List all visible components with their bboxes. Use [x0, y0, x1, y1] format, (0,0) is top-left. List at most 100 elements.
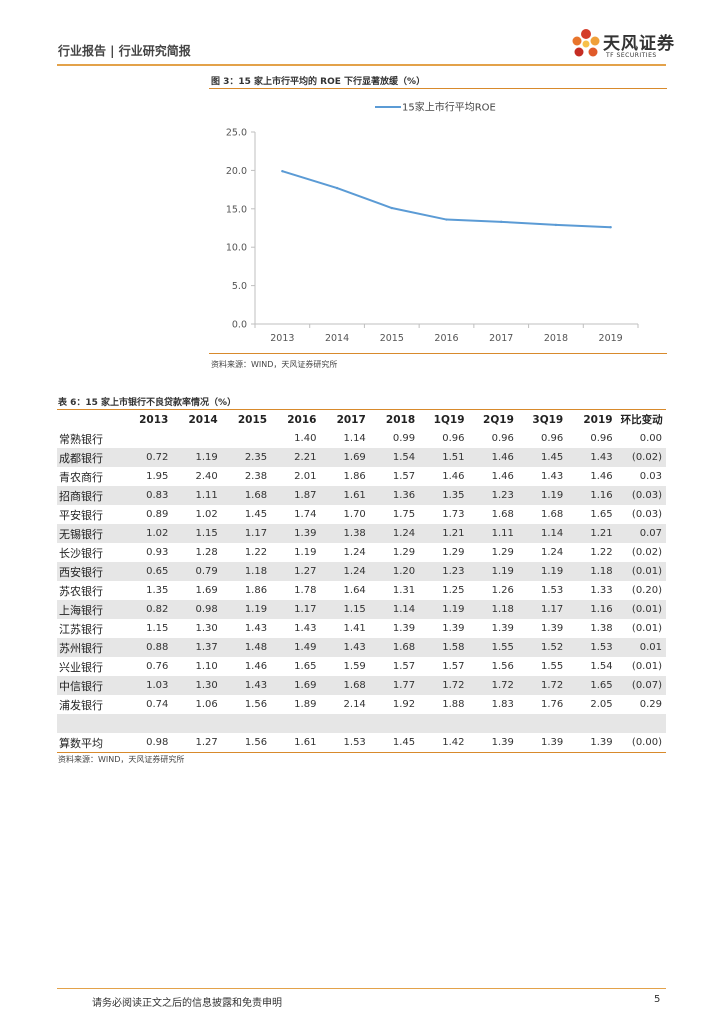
- footer-divider: [57, 988, 666, 989]
- value-cell: 1.46: [442, 471, 465, 482]
- value-cell: 1.33: [590, 585, 613, 596]
- y-tick-label: 10.0: [226, 243, 247, 254]
- value-cell: 1.38: [590, 623, 613, 634]
- value-cell: 1.38: [320, 524, 370, 543]
- table-row: 上海银行 0.82 0.98 1.19 1.17 1.15 1.14 1.19 1.18 1.17…: [57, 600, 666, 619]
- value-cell: 1.45: [244, 509, 268, 520]
- value-cell: 1.56: [491, 661, 514, 672]
- value-cell: 1.19: [517, 486, 568, 505]
- value-cell: 1.39: [517, 733, 568, 753]
- value-cell: 1.24: [369, 524, 420, 543]
- value-cell: 1.45: [517, 448, 568, 467]
- value-cell: 1.03: [123, 676, 173, 695]
- value-cell: 1.16: [567, 600, 617, 619]
- value-cell: 0.89: [146, 509, 169, 520]
- legend-label: 15家上市行平均ROE: [402, 101, 496, 114]
- value-cell: (0.03): [616, 486, 666, 505]
- value-cell: 1.65: [294, 661, 317, 672]
- x-tick-label: 2016: [434, 333, 458, 344]
- value-cell: 1.18: [221, 562, 272, 581]
- data-point: [335, 186, 339, 190]
- table-row: 成都银行 0.72 1.19 2.35 2.21 1.69 1.54 1.51 1.46 1.45…: [57, 448, 666, 467]
- report-header-title: 行业报告 | 行业研究简报: [58, 44, 191, 58]
- data-point: [500, 220, 503, 224]
- value-cell: 1.69: [271, 676, 321, 695]
- value-cell: 1.43: [567, 448, 617, 467]
- value-cell: 1.24: [343, 547, 366, 558]
- value-cell: 1.86: [343, 471, 366, 482]
- figure-bottom-rule: [209, 353, 667, 354]
- value-cell: 1.54: [369, 448, 420, 467]
- value-cell: 0.96: [442, 433, 465, 444]
- value-cell: 1.95: [146, 471, 169, 482]
- value-cell: 1.19: [517, 562, 568, 581]
- bank-name-cell: [57, 714, 123, 733]
- value-cell: 1.53: [567, 638, 617, 657]
- value-cell: 1.43: [221, 676, 272, 695]
- table-row: 长沙银行 0.93 1.28 1.22 1.19 1.24 1.29 1.29 1.29 1.24…: [57, 543, 666, 562]
- value-cell: 1.75: [392, 509, 416, 520]
- value-cell: 1.10: [195, 661, 218, 672]
- value-cell: 2.38: [244, 471, 268, 482]
- value-cell: 1.48: [221, 638, 272, 657]
- tf-logo-icon: [572, 29, 600, 57]
- value-cell: (0.03): [631, 509, 662, 520]
- value-cell: (0.20): [631, 585, 662, 596]
- value-cell: 0.96: [590, 433, 613, 444]
- value-cell: 1.55: [540, 661, 564, 672]
- value-cell: 1.87: [271, 486, 321, 505]
- value-cell: 1.78: [294, 585, 317, 596]
- column-header: 环比变动: [616, 409, 666, 429]
- value-cell: 0.88: [123, 638, 173, 657]
- table-row: 中信银行 1.03 1.30 1.43 1.69 1.68 1.77 1.72 1.72 1.72…: [57, 676, 666, 695]
- value-cell: 1.83: [491, 699, 514, 710]
- value-cell: 1.19: [468, 562, 518, 581]
- value-cell: 1.24: [320, 562, 370, 581]
- value-cell: 1.14: [517, 524, 568, 543]
- table-row: 常熟银行 1.40 1.14 0.99 0.96 0.96 0.96 0.96 0.00: [57, 429, 666, 448]
- value-cell: 1.46: [491, 471, 514, 482]
- value-cell: 1.17: [517, 600, 568, 619]
- value-cell: 1.02: [123, 524, 173, 543]
- bank-name-cell: 算数平均: [57, 733, 123, 753]
- value-cell: 1.57: [392, 471, 416, 482]
- bank-name-cell: 上海银行: [57, 600, 123, 619]
- page-number: 5: [654, 994, 661, 1005]
- value-cell: 1.28: [195, 547, 218, 558]
- value-cell: 1.43: [540, 471, 564, 482]
- column-header: 2014: [172, 409, 222, 429]
- value-cell: 0.79: [172, 562, 222, 581]
- value-cell: 1.73: [442, 509, 465, 520]
- value-cell: [369, 714, 420, 733]
- value-cell: 0.93: [146, 547, 169, 558]
- value-cell: 1.57: [442, 661, 465, 672]
- value-cell: 1.86: [244, 585, 268, 596]
- table-row: 兴业银行 0.76 1.10 1.46 1.65 1.59 1.57 1.57 1.56 1.55…: [57, 657, 666, 676]
- column-header: 2019: [567, 409, 617, 429]
- value-cell: 1.19: [419, 600, 469, 619]
- value-cell: (0.01): [631, 661, 662, 672]
- value-cell: 1.61: [320, 486, 370, 505]
- bank-name-cell: 青农商行: [59, 470, 103, 484]
- bank-name-cell: 苏农银行: [59, 584, 103, 598]
- value-cell: (0.02): [616, 448, 666, 467]
- y-tick-label: 0.0: [232, 320, 247, 331]
- table-header-row: 2013 2014 2015 2016 2017 2018 1Q19 2Q19 3Q19 2019…: [57, 409, 666, 429]
- value-cell: 1.20: [369, 562, 420, 581]
- value-cell: 1.65: [567, 676, 617, 695]
- value-cell: [567, 714, 617, 733]
- table-caption: 表 6：15 家上市银行不良贷款率情况（%）: [58, 398, 237, 408]
- value-cell: 2.14: [343, 699, 366, 710]
- value-cell: 1.68: [491, 509, 514, 520]
- value-cell: [271, 714, 321, 733]
- value-cell: [517, 714, 568, 733]
- table-row: 招商银行 0.83 1.11 1.68 1.87 1.61 1.36 1.35 1.23 1.19…: [57, 486, 666, 505]
- column-header: [57, 409, 123, 429]
- value-cell: 2.21: [271, 448, 321, 467]
- value-cell: [468, 714, 518, 733]
- value-cell: 1.15: [146, 623, 169, 634]
- value-cell: 1.22: [244, 547, 268, 558]
- bank-name-cell: 中信银行: [57, 676, 123, 695]
- value-cell: 1.61: [271, 733, 321, 753]
- roe-line-chart: 0.0 5.0 10.0 15.0 20.0 25.0 2013 2014 2015 2016 20…: [226, 101, 639, 344]
